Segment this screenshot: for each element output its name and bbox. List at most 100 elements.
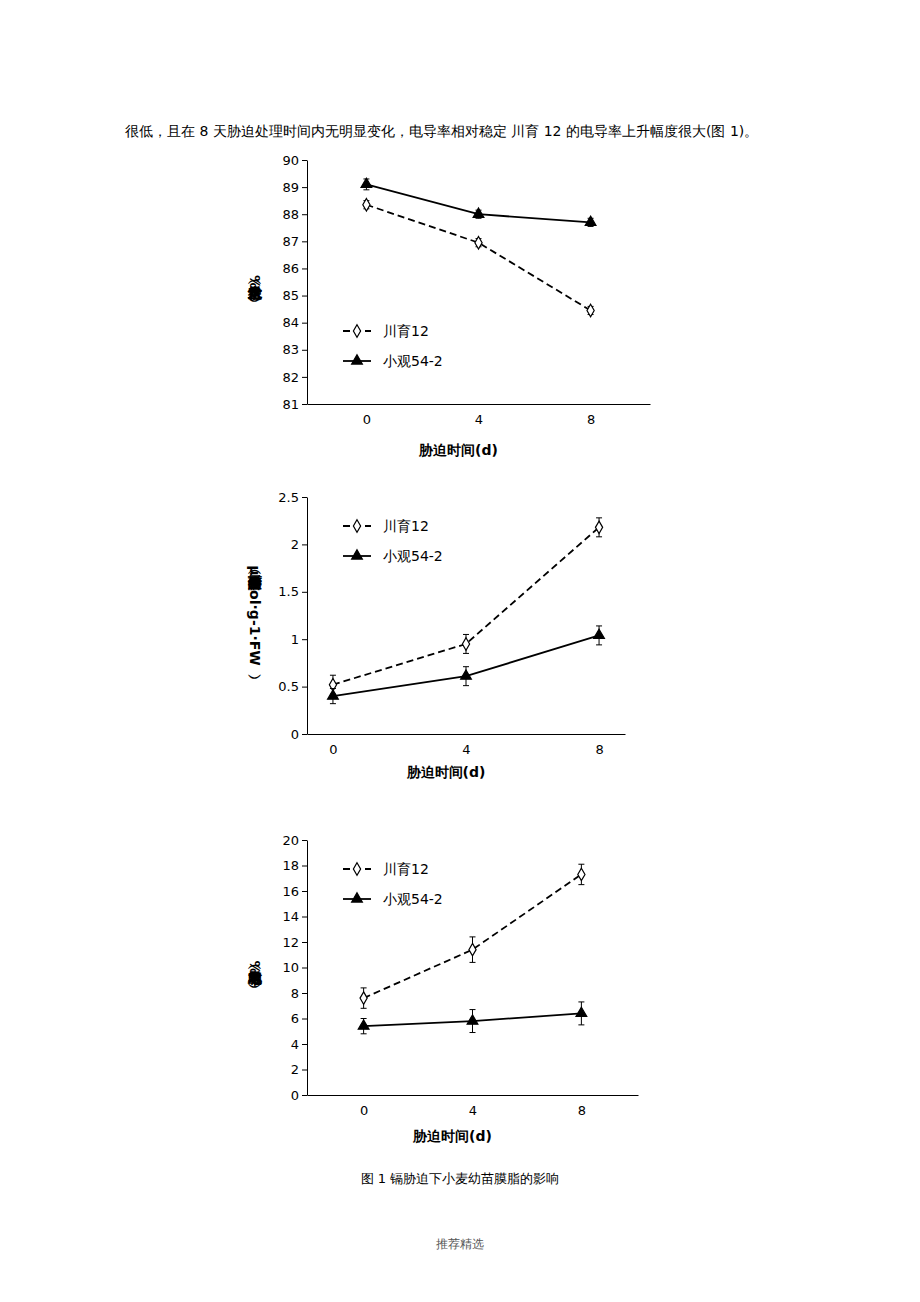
- y-tick-label: 6: [291, 1011, 299, 1026]
- x-tick: 4: [462, 734, 470, 757]
- y-axis-line: [307, 161, 308, 405]
- marker: [469, 943, 476, 955]
- y-tick-mark: [302, 687, 307, 688]
- y-tick-mark: [302, 241, 307, 242]
- error-bar: [578, 864, 584, 884]
- y-axis-title: 丙二醛含量（μmol·g-1·FW）: [246, 565, 263, 679]
- legend-marker: [353, 863, 360, 875]
- chart: 02468101214161820048胁迫时间(d)相对电导率（%）川育12小…: [246, 833, 639, 1144]
- marker: [363, 198, 370, 210]
- y-tick: 2: [291, 537, 307, 552]
- x-axis-title: 胁迫时间(d): [412, 1128, 492, 1144]
- y-tick-mark: [302, 187, 307, 188]
- x-axis: 048: [308, 1095, 639, 1118]
- legend: 川育12 小观54-2: [343, 861, 443, 907]
- x-tick-label: 8: [595, 742, 603, 757]
- series-line: [366, 184, 590, 222]
- x-tick-label: 0: [329, 742, 337, 757]
- y-tick: 2: [291, 1062, 307, 1077]
- series: [360, 864, 585, 1008]
- marker: [328, 690, 339, 699]
- x-tick: 4: [469, 1095, 477, 1118]
- y-tick-label: 86: [282, 261, 299, 276]
- y-tick-mark: [302, 1070, 307, 1071]
- x-tick-label: 4: [462, 742, 470, 757]
- y-tick: 1.5: [278, 584, 307, 599]
- y-axis-line: [307, 498, 308, 735]
- legend-item: 川育12: [343, 861, 429, 877]
- legend-marker: [352, 355, 363, 364]
- y-tick-mark: [302, 866, 307, 867]
- y-tick: 10: [282, 960, 307, 975]
- y-tick: 4: [291, 1037, 307, 1052]
- y-tick-mark: [302, 497, 307, 498]
- y-tick-label: 12: [282, 935, 299, 950]
- legend-marker: [353, 520, 360, 532]
- y-tick-label: 87: [282, 234, 299, 249]
- x-axis-line: [308, 734, 626, 735]
- series: [328, 626, 605, 704]
- y-tick-mark: [302, 377, 307, 378]
- y-tick: 16: [282, 884, 307, 899]
- y-tick: 6: [291, 1011, 307, 1026]
- legend-label: 川育12: [383, 861, 429, 877]
- marker: [462, 638, 469, 650]
- legend-item: 川育12: [343, 518, 429, 534]
- y-tick: 88: [282, 207, 307, 222]
- y-tick-mark: [302, 840, 307, 841]
- y-tick-mark: [302, 1095, 307, 1096]
- x-axis-line: [308, 404, 651, 405]
- legend-label: 小观54-2: [383, 891, 443, 907]
- series: [363, 198, 594, 316]
- page: 很低，且在 8 天胁迫处理时间内无明显变化，电导率相对稳定 川育 12 的电导率…: [0, 0, 920, 1302]
- y-tick-mark: [302, 891, 307, 892]
- y-tick-mark: [302, 968, 307, 969]
- y-tick-mark: [302, 1044, 307, 1045]
- x-tick-label: 8: [587, 412, 595, 427]
- y-tick: 86: [282, 261, 307, 276]
- y-tick: 14: [282, 909, 307, 924]
- legend-label: 小观54-2: [383, 353, 443, 369]
- marker: [461, 670, 472, 679]
- y-tick-label: 88: [282, 207, 299, 222]
- error-bar: [463, 634, 469, 653]
- marker: [576, 1007, 587, 1016]
- y-tick: 12: [282, 935, 307, 950]
- y-tick-label: 16: [282, 884, 299, 899]
- y-tick-label: 90: [282, 153, 299, 168]
- y-axis-title: 相对电导率（%）: [246, 960, 263, 987]
- y-tick: 89: [282, 180, 307, 195]
- x-tick-label: 0: [360, 1103, 368, 1118]
- y-tick-label: 1.5: [278, 584, 299, 599]
- y-tick-mark: [302, 917, 307, 918]
- y-axis: 02468101214161820: [282, 833, 307, 1103]
- series-line: [364, 1013, 582, 1026]
- y-tick-label: 20: [282, 833, 299, 848]
- marker: [475, 236, 482, 248]
- series: [361, 178, 596, 226]
- y-tick-label: 89: [282, 180, 299, 195]
- y-tick-mark: [302, 544, 307, 545]
- y-tick-label: 18: [282, 858, 299, 873]
- x-axis: 048: [308, 404, 651, 427]
- y-tick: 84: [282, 315, 307, 330]
- y-tick-mark: [302, 592, 307, 593]
- y-tick-label: 14: [282, 909, 299, 924]
- series-line: [333, 635, 599, 696]
- series-line: [333, 527, 599, 684]
- y-tick-label: 2.5: [278, 490, 299, 505]
- y-tick: 1: [291, 632, 307, 647]
- x-tick: 0: [360, 1095, 368, 1118]
- marker: [361, 178, 372, 187]
- x-axis-line: [308, 1095, 639, 1096]
- y-tick-mark: [302, 296, 307, 297]
- y-tick-label: 2: [291, 1062, 299, 1077]
- y-tick-mark: [302, 734, 307, 735]
- y-tick-mark: [302, 214, 307, 215]
- y-tick-mark: [302, 404, 307, 405]
- y-tick: 0.5: [278, 679, 307, 694]
- legend: 川育12小观54-2: [343, 518, 443, 564]
- error-bar: [596, 518, 602, 537]
- y-tick-mark: [302, 268, 307, 269]
- marker: [594, 629, 605, 638]
